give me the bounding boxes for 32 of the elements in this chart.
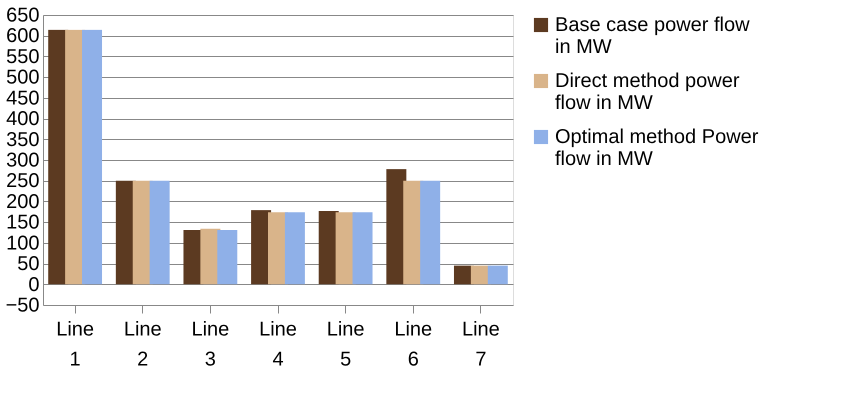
y-tick-label: 650 (6, 4, 40, 26)
x-tick-label: Line 5 (326, 318, 365, 370)
y-tick-label: 500 (6, 66, 40, 89)
bar (82, 30, 102, 284)
x-tick-label: Line 6 (394, 318, 432, 370)
legend-label: Direct method power flow in MW (555, 70, 740, 114)
legend-label: Base case power flow in MW (555, 14, 750, 58)
x-tick-label: Line 7 (462, 318, 500, 370)
y-tick-label: 450 (6, 87, 40, 110)
bar (217, 230, 238, 284)
y-tick-label: 100 (6, 232, 40, 254)
bar (352, 212, 373, 284)
y-tick-label: 0 (28, 274, 40, 296)
legend-label: Optimal method Power flow in MW (555, 126, 759, 170)
y-tick-label: 400 (6, 108, 40, 130)
x-tick-label: Line 4 (259, 318, 297, 370)
y-tick-label: −50 (6, 294, 40, 316)
y-tick-label: 250 (6, 170, 40, 192)
y-tick-label: 350 (6, 128, 40, 151)
y-tick-label: 200 (6, 190, 40, 213)
x-tick-label: Line 2 (124, 318, 162, 370)
x-tick-label: Line 1 (56, 318, 94, 370)
bar (488, 266, 508, 284)
bar (420, 180, 440, 284)
bar (284, 212, 305, 284)
y-tick-label: 50 (17, 253, 40, 276)
y-tick-label: 550 (6, 46, 40, 68)
bar (150, 180, 170, 284)
y-tick-label: 600 (6, 25, 40, 48)
y-tick-label: 150 (6, 212, 40, 234)
y-tick-label: 300 (6, 150, 40, 172)
x-tick-label: Line 3 (191, 318, 230, 370)
